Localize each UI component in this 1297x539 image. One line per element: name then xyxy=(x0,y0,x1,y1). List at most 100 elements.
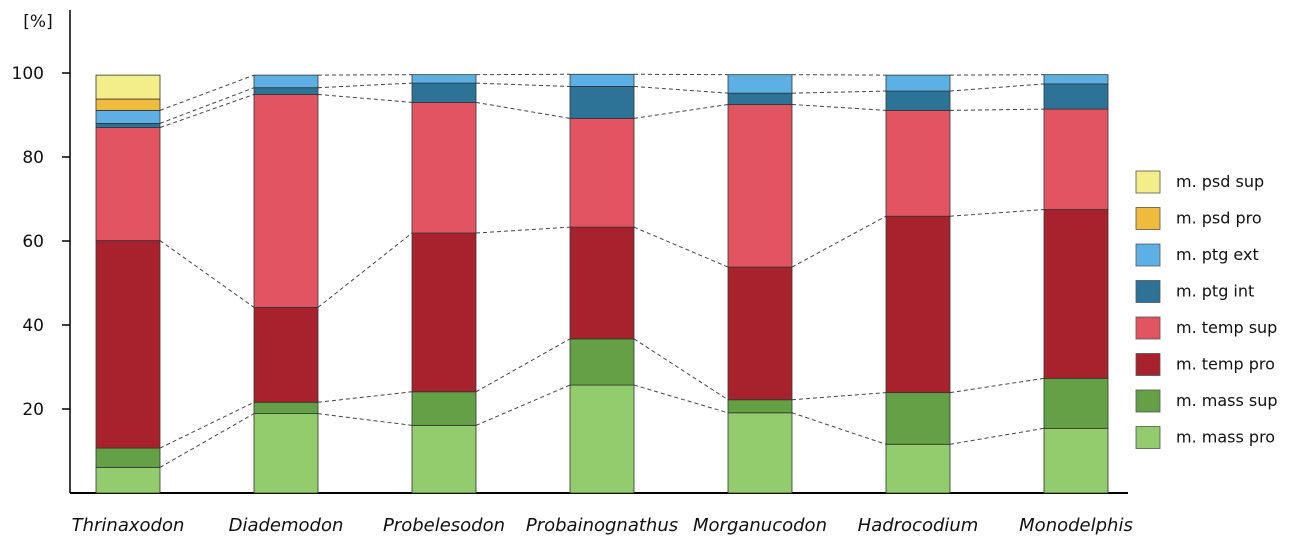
connector-line xyxy=(317,82,413,89)
bar-segment xyxy=(569,117,635,228)
connector-line xyxy=(317,391,413,403)
connector-line xyxy=(159,413,255,468)
bar-segment xyxy=(95,447,161,468)
connector-line xyxy=(475,82,571,87)
connector-line xyxy=(159,401,255,449)
category-label: Morganucodon xyxy=(693,515,827,536)
y-unit-label: [%] xyxy=(23,12,52,32)
connector-line xyxy=(949,209,1045,217)
connector-line xyxy=(475,384,571,426)
connector-line xyxy=(475,226,571,234)
category-label: Diademodon xyxy=(229,515,344,536)
bar-segment xyxy=(411,102,477,234)
bar-segment xyxy=(253,306,319,403)
bar-segment xyxy=(411,232,477,393)
bar-segment xyxy=(727,412,793,494)
legend-swatch xyxy=(1135,243,1161,267)
connector-line xyxy=(475,338,571,393)
connector-line xyxy=(633,226,729,268)
connector-line xyxy=(317,232,413,308)
bar-segment xyxy=(727,266,793,401)
bar-segment xyxy=(885,90,951,111)
bar-segment xyxy=(95,74,161,100)
category-label: Thrinaxodon xyxy=(72,515,185,536)
bar-segment xyxy=(95,466,161,494)
bar-segment xyxy=(885,392,951,445)
bar-segment xyxy=(411,74,477,84)
connector-line xyxy=(949,83,1045,92)
connector-line xyxy=(633,338,729,401)
category-label: Monodelphis xyxy=(1019,515,1133,536)
legend-label: m. mass sup xyxy=(1176,391,1278,410)
bar-segment xyxy=(95,127,161,241)
legend-swatch xyxy=(1135,207,1161,230)
bar-segment xyxy=(253,401,319,415)
bar-segment xyxy=(569,384,635,494)
bar-segment xyxy=(95,98,161,111)
legend-swatch xyxy=(1135,280,1161,303)
bar-segment xyxy=(727,104,793,268)
connector-line xyxy=(791,104,887,111)
bar-segment xyxy=(95,109,161,124)
bar-segment xyxy=(1043,83,1109,110)
bar-segment xyxy=(1043,377,1109,429)
bar-segment xyxy=(411,424,477,494)
bar-segment xyxy=(727,92,793,105)
bar-segment xyxy=(569,338,635,386)
y-tick-label: 100 xyxy=(12,64,44,84)
category-label: Hadrocodium xyxy=(858,515,979,536)
connector-line xyxy=(317,93,413,103)
connector-line xyxy=(791,90,887,94)
legend-label: m. mass pro xyxy=(1176,428,1275,447)
connector-line xyxy=(949,377,1045,394)
bar-segment xyxy=(885,215,951,394)
bar-segment xyxy=(1043,108,1109,210)
connector-line xyxy=(791,215,887,268)
bar-segment xyxy=(1043,74,1109,85)
y-tick-label: 20 xyxy=(22,400,44,420)
bar-segment xyxy=(253,94,319,308)
connector-line xyxy=(159,87,255,124)
bar-segment xyxy=(411,391,477,426)
category-label: Probainognathus xyxy=(526,515,678,536)
bar-segment xyxy=(569,86,635,119)
connector-line xyxy=(949,427,1045,445)
bar-segment xyxy=(885,74,951,92)
connector-line xyxy=(317,413,413,426)
legend-label: m. psd sup xyxy=(1176,172,1264,191)
legend-label: m. ptg int xyxy=(1176,282,1254,301)
y-tick-label: 40 xyxy=(22,316,44,336)
legend-label: m. temp pro xyxy=(1176,355,1275,374)
connector-line xyxy=(159,240,255,308)
legend-label: m. temp sup xyxy=(1176,318,1277,337)
connector-line xyxy=(475,101,571,119)
connector-line xyxy=(949,108,1045,111)
bar-segment xyxy=(95,240,161,449)
category-label: Probelesodon xyxy=(383,515,505,536)
legend-swatch xyxy=(1135,316,1161,340)
legend-swatch xyxy=(1135,170,1161,194)
bar-segment xyxy=(253,87,319,95)
legend-swatch xyxy=(1135,426,1161,449)
bar-segment xyxy=(1043,427,1109,494)
bar-segment xyxy=(411,82,477,103)
bar-segment xyxy=(885,443,951,494)
connector-line xyxy=(633,85,729,94)
bar-segment xyxy=(253,413,319,494)
connector-line xyxy=(791,392,887,401)
bar-segment xyxy=(727,399,793,414)
connector-line xyxy=(159,93,255,129)
legend-label: m. psd pro xyxy=(1176,209,1262,228)
bar-segment xyxy=(569,73,635,87)
bar-segment xyxy=(253,74,319,89)
y-tick-label: 60 xyxy=(22,232,44,252)
connector-line xyxy=(159,74,255,111)
bar-segment xyxy=(885,109,951,217)
connector-line xyxy=(633,104,729,119)
bar-segment xyxy=(95,123,161,129)
legend-swatch xyxy=(1135,353,1161,376)
y-tick-label: 80 xyxy=(22,148,44,168)
connector-line xyxy=(791,412,887,445)
bar-segment xyxy=(569,226,635,340)
